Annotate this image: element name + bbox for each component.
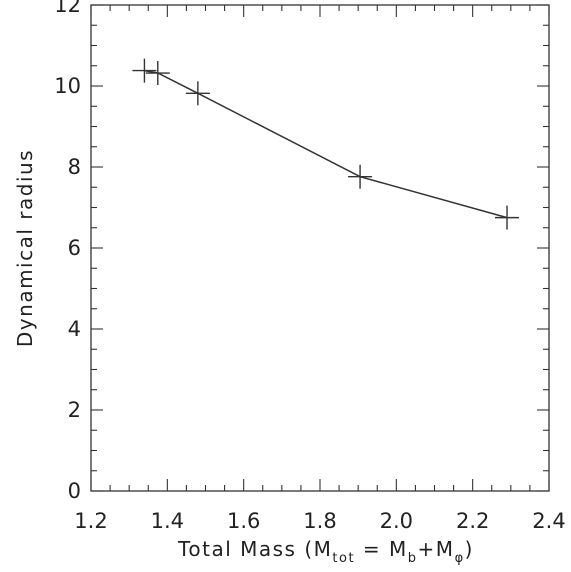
x-tick-label: 2.4: [532, 509, 565, 533]
x-axis-title-prefix: Total Mass (M: [177, 537, 332, 561]
data-point-marker: [145, 61, 170, 86]
y-tick-label: 8: [68, 155, 81, 179]
x-axis-title-sub-b: b: [408, 551, 418, 566]
y-tick-label: 12: [54, 0, 81, 17]
x-axis-title-suffix: ): [465, 537, 474, 561]
x-tick-labels: 1.2 1.4 1.6 1.8 2.0 2.2 2.4: [74, 509, 565, 533]
data-point-marker: [185, 81, 210, 106]
y-tick-labels: 0 2 4 6 8 10 12: [54, 0, 81, 503]
data-point-marker: [132, 58, 157, 83]
x-tick-label: 2.2: [456, 509, 489, 533]
y-tick-label: 6: [68, 236, 81, 260]
data-point-marker: [348, 164, 373, 189]
y-tick-label: 2: [68, 398, 81, 422]
x-axis-title-plus: +M: [418, 537, 455, 561]
data-point-marker: [495, 205, 520, 230]
x-axis-title-middle: = M: [355, 537, 408, 561]
y-tick-label: 10: [54, 74, 81, 98]
x-axis-title-sub-phi: φ: [455, 551, 465, 566]
series-markers: [132, 58, 520, 230]
x-tick-label: 1.4: [151, 509, 184, 533]
y-tick-label: 0: [68, 479, 81, 503]
x-tick-label: 1.6: [227, 509, 260, 533]
x-tick-label: 1.8: [303, 509, 336, 533]
axis-ticks: [90, 4, 550, 492]
x-tick-label: 1.2: [74, 509, 107, 533]
x-tick-label: 2.0: [380, 509, 413, 533]
y-axis-title: Dynamical radius: [13, 149, 37, 347]
plot-frame: [90, 4, 550, 492]
y-tick-label: 4: [68, 317, 81, 341]
x-axis-title: Total Mass (Mtot = Mb+Mφ): [177, 537, 474, 566]
x-axis-title-sub-tot: tot: [332, 551, 355, 566]
